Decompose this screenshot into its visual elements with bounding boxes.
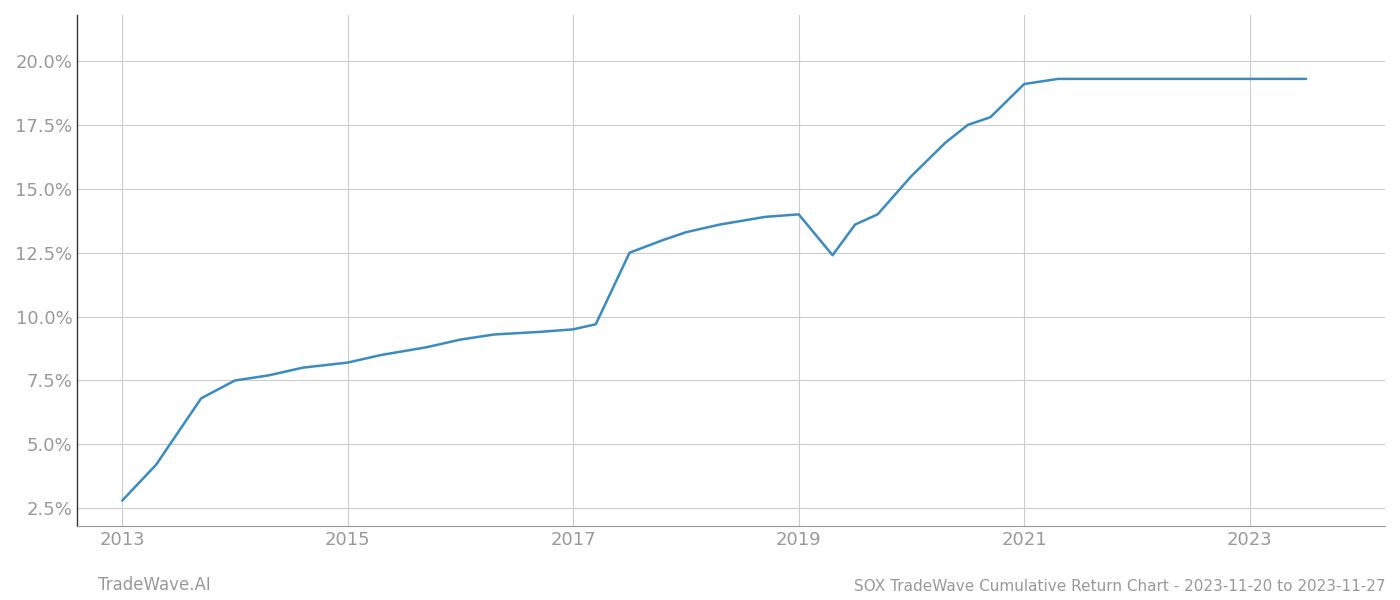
Text: TradeWave.AI: TradeWave.AI [98,576,211,594]
Text: SOX TradeWave Cumulative Return Chart - 2023-11-20 to 2023-11-27: SOX TradeWave Cumulative Return Chart - … [854,579,1386,594]
